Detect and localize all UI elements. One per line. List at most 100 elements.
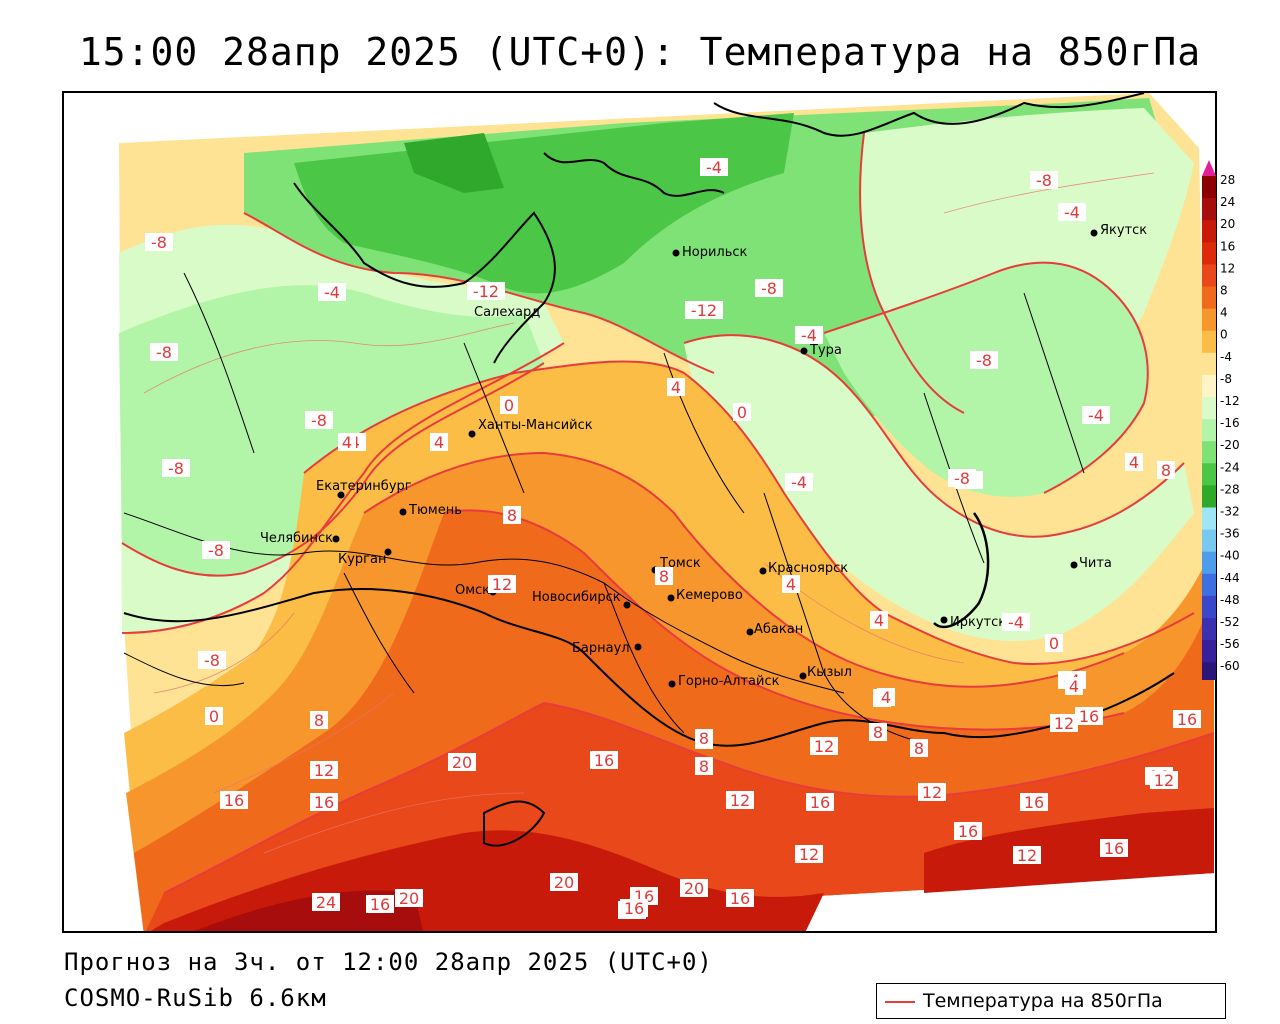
colorbar-segment [1202,640,1216,663]
colorbar-tick-label: 20 [1220,217,1235,231]
colorbar-segment [1202,374,1216,398]
isotherm-label-bg [810,737,838,755]
isotherm-label: 8 [1161,461,1171,480]
isotherm-label: 12 [730,791,750,810]
city-layer: Салехард Норильск Якутск Тура Ханты-Манс… [260,223,1147,689]
city-dot-yakutsk [1090,229,1098,237]
isotherm-label-bg [220,791,248,809]
isotherm-label: 8 [699,729,709,748]
isotherm-label: 20 [399,889,419,908]
colorbar-tick-label: -12 [1220,394,1240,408]
colorbar-tick-label: 0 [1220,328,1228,342]
city-dot-gorno-altaysk [668,680,676,688]
colorbar-segment [1202,286,1216,310]
isotherm-label: 4 [434,433,444,452]
city-label-gorno-altaysk: Горно-Алтайск [678,674,780,689]
isotherm-label: 20 [684,879,704,898]
isotherm-label: 12 [1154,771,1174,790]
isotherm-label-bg [205,707,223,725]
isotherm-label: -4 [801,326,817,345]
isotherm-label-bg [305,411,333,429]
colorbar-tick-label: -40 [1220,549,1240,563]
isotherm-label: 16 [1079,707,1099,726]
isotherm-label-bg [726,791,754,809]
city-label-novosibirsk: Новосибирск [532,590,621,605]
colorbar-tick-label: -16 [1220,416,1240,430]
city-label-irkutsk: Иркутск [950,615,1006,630]
isotherm-label: 16 [730,889,750,908]
country-border [123,588,1175,747]
isotherm-label-bg [590,751,618,769]
isotherm-label: -4 [1064,203,1080,222]
isotherm-label-bg [500,396,518,414]
band-minus16-north [404,133,504,193]
colorbar-segment [1202,264,1216,287]
isotherm-label-bg [488,575,516,593]
city-label-salekhard: Салехард [474,305,540,320]
city-label-yakutsk: Якутск [1100,223,1147,238]
band-plus24 [194,890,424,931]
colorbar-segment [1202,662,1216,685]
isotherm-label: 16 [1024,793,1044,812]
isotherm-label: -8 [204,651,220,670]
band-minus4-central [684,335,1194,642]
isotherm-label-bg [430,433,448,451]
isotherm-label-bg [954,822,982,840]
colorbar-tick-label: 24 [1220,195,1235,209]
isotherm-label-bg [667,378,685,396]
colorbar-tick-label: -56 [1220,637,1240,651]
isotherm-label: -8 [208,541,224,560]
colorbar-tick-label: -48 [1220,593,1240,607]
isotherm-label: -12 [473,282,499,301]
isotherm-label-bg [310,711,328,729]
forecast-map: Салехард Норильск Якутск Тура Ханты-Манс… [62,91,1217,933]
isotherm-label-bg [795,326,823,344]
colorbar-segment [1202,551,1216,575]
city-label-khanty: Ханты-Мансийск [478,418,593,433]
isotherm-label: 12 [1017,846,1037,865]
isotherm-label-bg [1045,634,1063,652]
city-label-tura: Тура [809,343,842,358]
isotherm-label: 4 [881,688,891,707]
isotherm-label-bg [503,506,521,524]
isotherm-label-bg [318,283,346,301]
colorbar-segment [1202,352,1216,376]
isotherm-label-bg [1100,839,1128,857]
city-dot-barnaul [634,643,642,651]
city-dot-novosibirsk [623,601,631,609]
colorbar-tick-label: -60 [1220,659,1240,673]
city-dot-norilsk [672,249,680,257]
isotherm-label: -8 [311,411,327,430]
colorbar-svg: 28 24 20 16 12 8 4 0 -4 -8 -12 -16 -20 -24 -28 -32 -36 -4… [1202,160,1240,685]
map-title: 15:00 28апр 2025 (UTC+0): Температура на… [78,30,1202,74]
colorbar-segment [1202,441,1216,464]
isotherm-label: 4 [1069,677,1079,696]
city-label-ekaterinburg: Екатеринбург [316,479,412,494]
colorbar-segment [1202,330,1216,354]
city-label-abakan: Абакан [754,622,803,637]
isotherm-label: 12 [1054,714,1074,733]
band-minus8-west [119,285,544,576]
isotherm-label: -4 [706,158,722,177]
city-dot-kemerovo [667,594,675,602]
city-label-norilsk: Норильск [682,245,748,260]
isotherm-label-bg [1058,203,1086,221]
city-label-tyumen: Тюмень [408,503,462,518]
isotherm-label: 8 [699,757,709,776]
colorbar: 28 24 20 16 12 8 4 0 -4 -8 -12 -16 -20 -24 -28 -32 -36 -4… [1200,160,1280,685]
isotherm-label-bg [1050,714,1078,732]
isotherm-label-bg [202,541,230,559]
isotherm-label: 0 [1049,634,1059,653]
colorbar-tick-label: 28 [1220,173,1235,187]
colorbar-tick-label: 16 [1220,239,1235,253]
isotherm-label-bg [877,688,895,706]
isotherm-label-bg [1030,171,1058,189]
isotherm-label-bg [970,351,998,369]
isotherm-label: 16 [624,899,644,918]
isotherm-label: 16 [224,791,244,810]
city-dot-abakan [746,628,754,636]
city-dot-chita [1070,561,1078,569]
colorbar-tick-label: 12 [1220,261,1235,275]
isotherm-label: 4 [1129,453,1139,472]
colorbar-tick-label: -8 [1220,372,1232,386]
